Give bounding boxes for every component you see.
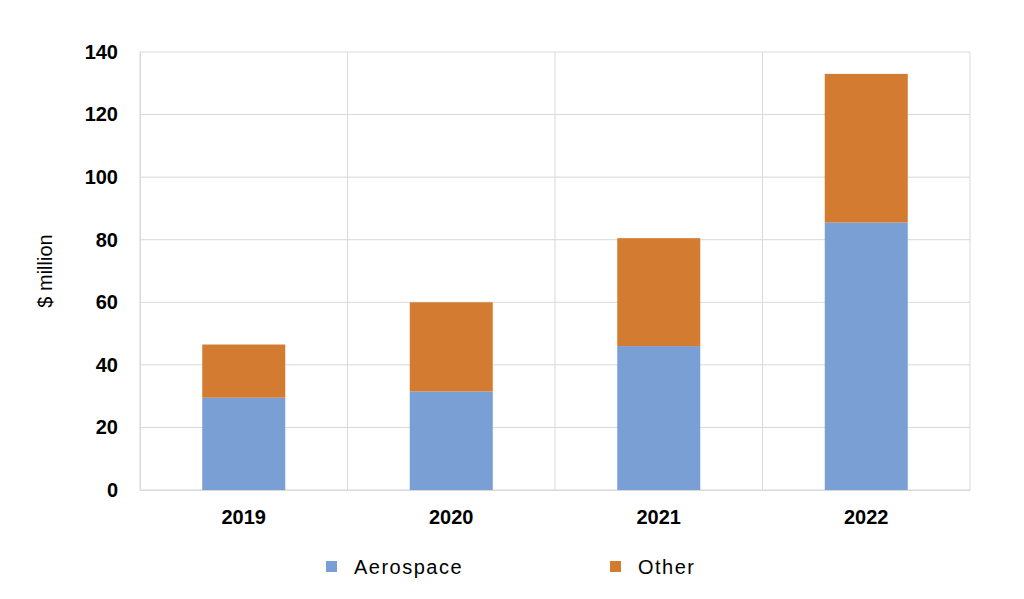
category-divider <box>762 52 763 490</box>
bar <box>617 238 700 346</box>
bar <box>825 223 908 490</box>
x-tick-label: 2022 <box>844 506 889 528</box>
category-divider <box>347 52 348 490</box>
y-tick: 120 <box>85 103 140 125</box>
bar <box>202 345 285 398</box>
y-axis-line <box>140 53 141 491</box>
y-tick-label: 20 <box>96 416 118 438</box>
y-tick-label: 60 <box>96 291 118 313</box>
category-dividers <box>140 52 970 490</box>
y-axis-title: $ million <box>34 234 56 307</box>
y-tick-label: 140 <box>85 41 118 63</box>
y-tick: 40 <box>96 354 140 376</box>
x-axis-line <box>141 490 971 491</box>
series-bars <box>202 223 908 490</box>
x-tick-label: 2020 <box>429 506 474 528</box>
legend-label: Other <box>638 556 696 578</box>
y-tick: 0 <box>107 479 140 501</box>
legend-swatch <box>326 561 337 572</box>
y-tick-label: 120 <box>85 103 118 125</box>
bar <box>202 398 285 490</box>
x-tick: 2020 <box>429 490 474 528</box>
legend-label: Aerospace <box>354 556 463 578</box>
y-tick-label: 40 <box>96 354 118 376</box>
category-divider <box>555 52 556 490</box>
bar <box>410 302 493 391</box>
legend: Aerospace Other <box>326 556 696 578</box>
y-tick-label: 100 <box>85 166 118 188</box>
x-tick-label: 2019 <box>222 506 267 528</box>
y-grid <box>140 52 970 490</box>
y-tick: 100 <box>85 166 140 188</box>
y-tick: 140 <box>85 41 140 63</box>
category-divider <box>970 52 971 490</box>
bar <box>825 74 908 223</box>
x-tick-label: 2021 <box>637 506 682 528</box>
y-tick: 20 <box>96 416 140 438</box>
bar <box>410 391 493 490</box>
x-tick: 2021 <box>637 490 682 528</box>
x-tick: 2019 <box>222 490 267 528</box>
y-tick: 80 <box>96 229 140 251</box>
chart: 0 20 40 60 80 100 120 140 2019 2020 2021 2022 $ mill… <box>0 0 1024 599</box>
x-tick: 2022 <box>844 490 889 528</box>
series-bars <box>202 74 908 398</box>
bars <box>202 74 908 490</box>
y-tick: 60 <box>96 291 140 313</box>
bar <box>617 346 700 490</box>
legend-item: Aerospace <box>326 556 463 578</box>
y-axis: 0 20 40 60 80 100 120 140 <box>85 41 141 501</box>
category-divider <box>140 52 141 490</box>
plot-area: 0 20 40 60 80 100 120 140 2019 2020 2021 2022 <box>85 41 971 528</box>
x-axis: 2019 2020 2021 2022 <box>141 490 971 528</box>
y-tick-label: 80 <box>96 229 118 251</box>
y-tick-label: 0 <box>107 479 118 501</box>
legend-swatch <box>610 561 621 572</box>
legend-item: Other <box>610 556 696 578</box>
